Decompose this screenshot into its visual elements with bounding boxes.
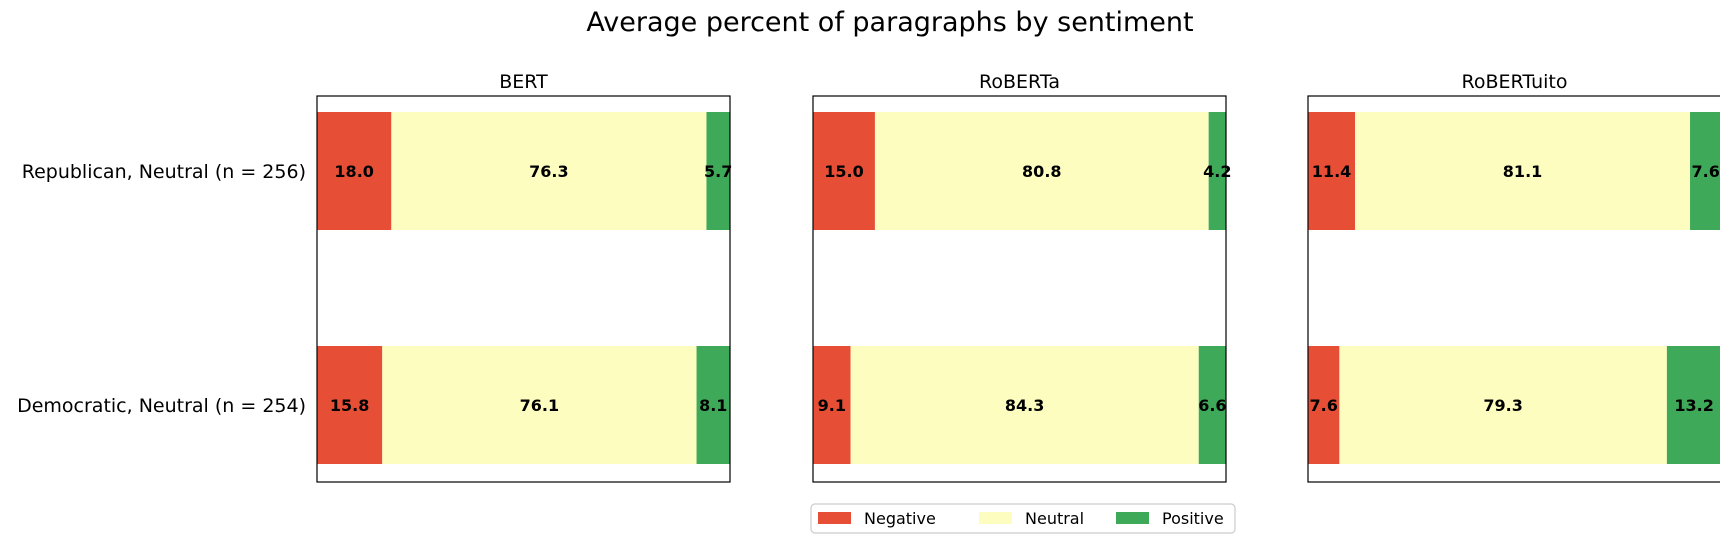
chart-title: Average percent of paragraphs by sentime…	[586, 7, 1193, 38]
data-label: 5.7	[704, 162, 732, 181]
data-label: 9.1	[818, 396, 846, 415]
data-label: 80.8	[1022, 162, 1061, 181]
bar-segment-positive	[1208, 112, 1226, 230]
data-label: 11.4	[1312, 162, 1351, 181]
panel-frame	[1307, 95, 1720, 483]
data-label: 13.2	[1674, 396, 1713, 415]
bar-segment-neutral	[391, 112, 707, 230]
legend-swatch-negative	[818, 512, 851, 524]
data-label: 6.6	[1198, 396, 1226, 415]
data-label: 7.6	[1310, 396, 1338, 415]
legend-label: Positive	[1162, 509, 1224, 528]
data-label: 15.0	[824, 162, 863, 181]
bar-segment-positive	[1198, 346, 1226, 464]
data-label: 79.3	[1483, 396, 1522, 415]
bar-segment-positive	[696, 346, 730, 464]
legend-label: Negative	[864, 509, 936, 528]
bar-segment-negative	[317, 112, 392, 230]
bar-segment-neutral	[382, 346, 697, 464]
data-label: 8.1	[699, 396, 727, 415]
bar-segment-negative	[1308, 346, 1340, 464]
panel-frame	[316, 95, 731, 483]
panel-frame	[812, 95, 1227, 483]
bar-segment-neutral	[1355, 112, 1691, 230]
bar-segment-negative	[317, 346, 383, 464]
bar-segment-positive	[706, 112, 730, 230]
y-tick-label: Democratic, Neutral (n = 254)	[17, 395, 306, 417]
bar-segment-negative	[1308, 112, 1356, 230]
bar-segment-negative	[813, 112, 875, 230]
panel-title: BERT	[499, 71, 548, 93]
bar-segment-neutral	[874, 112, 1209, 230]
bar-segment-negative	[813, 346, 851, 464]
data-label: 18.0	[334, 162, 373, 181]
bar-segment-positive	[1666, 346, 1720, 464]
bar-segment-neutral	[1339, 346, 1667, 464]
data-label: 15.8	[330, 396, 369, 415]
data-label: 84.3	[1005, 396, 1044, 415]
data-label: 76.1	[520, 396, 559, 415]
legend-swatch-neutral	[979, 512, 1012, 524]
data-label: 7.6	[1692, 162, 1720, 181]
legend-label: Neutral	[1025, 509, 1084, 528]
bar-segment-neutral	[850, 346, 1199, 464]
bar-segment-positive	[1690, 112, 1720, 230]
data-label: 76.3	[529, 162, 568, 181]
y-tick-label: Republican, Neutral (n = 256)	[22, 161, 306, 183]
data-label: 81.1	[1503, 162, 1542, 181]
data-label: 4.2	[1203, 162, 1231, 181]
legend-swatch-positive	[1116, 512, 1149, 524]
panel-title: RoBERTuito	[1462, 71, 1568, 93]
panel-title: RoBERTa	[979, 71, 1060, 93]
legend-box	[810, 503, 1236, 534]
